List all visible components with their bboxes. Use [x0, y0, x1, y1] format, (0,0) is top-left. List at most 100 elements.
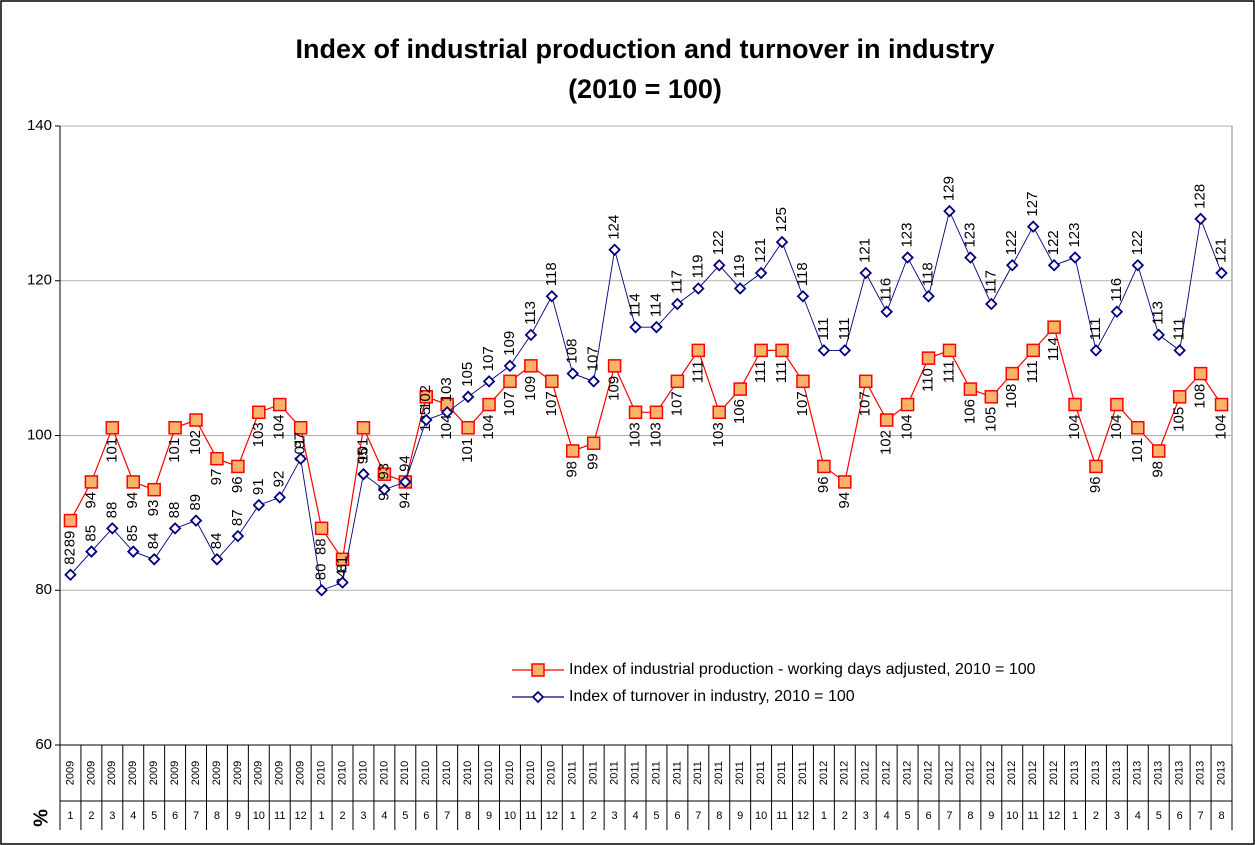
x-tick-year: 2013 [1153, 761, 1165, 785]
data-point [64, 568, 77, 582]
x-tick-year: 2010 [462, 761, 474, 785]
legend-key [531, 663, 545, 677]
x-tick-month: 11 [525, 810, 536, 822]
data-label: 104 [480, 415, 497, 440]
x-tick-year: 2011 [650, 761, 662, 785]
x-tick-year: 2009 [295, 761, 307, 785]
data-point [838, 344, 852, 357]
data-point [168, 522, 182, 535]
x-tick-year: 2009 [169, 761, 181, 785]
x-tick-year: 2012 [839, 761, 851, 785]
data-point [921, 351, 936, 365]
data-point [963, 382, 978, 396]
x-tick-year: 2009 [106, 761, 118, 785]
data-label: 88 [166, 502, 183, 519]
data-point [293, 421, 308, 435]
data-point [126, 545, 140, 558]
x-tick-month: 2 [88, 810, 94, 822]
x-tick-month: 1 [570, 810, 576, 822]
data-label: 101 [166, 438, 183, 463]
data-label: 101 [1129, 438, 1146, 463]
x-tick-month: 7 [695, 810, 701, 822]
data-label: 107 [668, 391, 685, 416]
data-label: 108 [1192, 384, 1209, 409]
data-label: 88 [103, 502, 120, 519]
data-label: 111 [1087, 318, 1104, 341]
data-point [1047, 259, 1061, 272]
x-tick-month: 11 [1027, 810, 1038, 822]
data-label: 98 [564, 461, 581, 478]
data-point [1089, 459, 1103, 474]
data-label: 109 [522, 376, 539, 401]
x-tick-year: 2010 [441, 761, 453, 785]
data-label: 96 [1087, 476, 1104, 493]
data-label: 103 [710, 422, 727, 447]
data-point [524, 328, 538, 342]
data-label: 127 [1024, 192, 1041, 217]
x-tick-month: 5 [905, 810, 911, 822]
x-tick-year: 2010 [357, 761, 369, 785]
data-point [1131, 421, 1145, 435]
data-label: 123 [961, 223, 978, 248]
x-tick-month: 8 [967, 810, 973, 822]
legend-key [531, 690, 545, 704]
data-label: 113 [522, 301, 539, 325]
chart-title: Index of industrial production and turno… [295, 34, 994, 64]
y-tick-label: 60 [35, 736, 52, 753]
x-tick-year: 2012 [985, 761, 997, 785]
data-label: 123 [1066, 223, 1083, 248]
data-label: 104 [1213, 415, 1230, 440]
data-point [775, 235, 789, 249]
data-point [859, 374, 873, 389]
x-tick-month: 5 [653, 810, 659, 822]
x-tick-year: 2009 [211, 761, 223, 785]
data-label: 121 [857, 238, 874, 263]
data-point [1173, 344, 1186, 357]
data-label: 97 [208, 469, 225, 486]
data-point [607, 359, 622, 373]
data-point [545, 289, 559, 303]
data-label: 93 [145, 500, 162, 517]
data-label: 107 [585, 346, 602, 371]
x-tick-year: 2013 [1069, 761, 1081, 785]
x-tick-year: 2011 [797, 761, 809, 785]
x-tick-month: 6 [1177, 810, 1183, 822]
data-point [775, 343, 789, 358]
data-label: 88 [313, 538, 330, 555]
data-point [586, 436, 601, 450]
x-tick-month: 5 [151, 810, 157, 822]
data-label: 101 [103, 438, 120, 463]
x-tick-month: 7 [1198, 810, 1204, 822]
data-point [314, 521, 329, 536]
data-label: 121 [1213, 238, 1230, 263]
data-point [650, 320, 663, 334]
data-label: 118 [794, 262, 811, 286]
x-tick-year: 2012 [1048, 761, 1060, 785]
x-tick-month: 8 [214, 810, 220, 822]
data-point [336, 576, 349, 589]
data-point [880, 305, 893, 318]
data-point [754, 343, 768, 358]
x-tick-year: 2011 [588, 761, 600, 785]
legend-marker [531, 663, 545, 677]
data-point [273, 491, 287, 504]
x-tick-month: 10 [1006, 810, 1018, 822]
data-point [189, 413, 203, 427]
data-label: 104 [271, 415, 288, 440]
data-point [294, 452, 307, 465]
data-point [859, 266, 873, 280]
data-label: 96 [815, 476, 832, 493]
x-tick-month: 8 [465, 810, 471, 822]
data-label: 123 [899, 223, 916, 248]
x-tick-year: 2010 [483, 761, 495, 785]
data-label: 107 [501, 391, 518, 416]
data-label: 85 [82, 525, 99, 542]
x-tick-month: 2 [1093, 810, 1099, 822]
data-label: 84 [145, 533, 162, 550]
x-tick-year: 2010 [316, 761, 328, 785]
data-label: 125 [773, 207, 790, 232]
data-label: 128 [1192, 184, 1209, 209]
data-point [84, 475, 99, 489]
data-point [377, 467, 392, 481]
data-label: 107 [794, 391, 811, 416]
